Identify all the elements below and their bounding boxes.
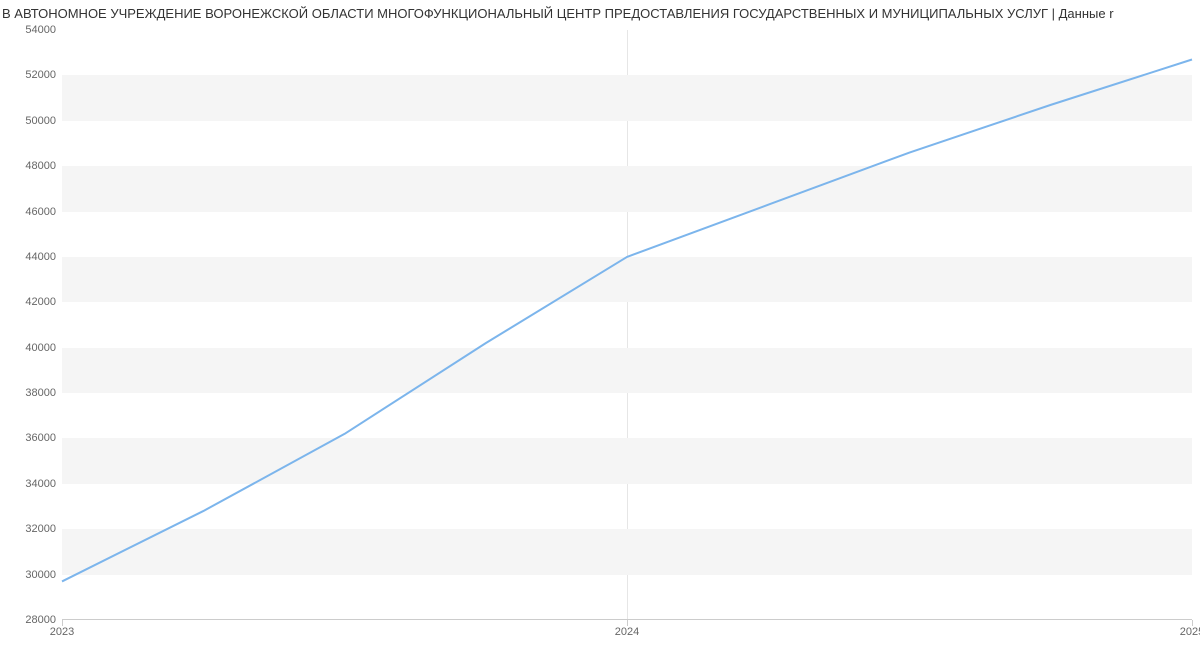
plot-area: 2800030000320003400036000380004000042000… (62, 30, 1192, 620)
y-tick-label: 32000 (25, 523, 56, 535)
chart-title: В АВТОНОМНОЕ УЧРЕЖДЕНИЕ ВОРОНЕЖСКОЙ ОБЛА… (0, 6, 1200, 21)
y-tick-label: 54000 (25, 24, 56, 36)
y-tick-label: 30000 (25, 569, 56, 581)
y-tick-label: 50000 (25, 115, 56, 127)
line-layer (62, 30, 1192, 620)
y-tick-label: 46000 (25, 206, 56, 218)
x-tick-label: 2025 (1180, 626, 1200, 638)
y-tick-label: 36000 (25, 432, 56, 444)
x-tick-label: 2024 (615, 626, 639, 638)
y-tick-label: 34000 (25, 478, 56, 490)
y-tick-label: 48000 (25, 160, 56, 172)
y-tick-label: 44000 (25, 251, 56, 263)
y-tick-label: 38000 (25, 387, 56, 399)
y-tick-label: 40000 (25, 342, 56, 354)
y-tick-label: 42000 (25, 296, 56, 308)
y-tick-label: 52000 (25, 69, 56, 81)
y-tick-label: 28000 (25, 614, 56, 626)
x-tick-label: 2023 (50, 626, 74, 638)
series-line (62, 60, 1192, 582)
